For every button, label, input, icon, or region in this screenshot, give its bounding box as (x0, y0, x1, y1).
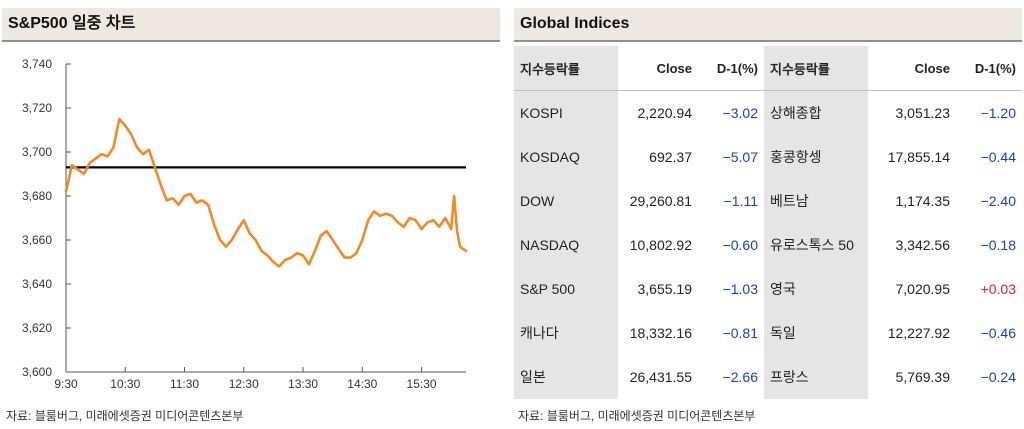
header-close-left: Close (618, 46, 698, 91)
index-change: −0.24 (980, 369, 1016, 385)
index-name: KOSPI (514, 90, 618, 135)
index-close: 18,332.16 (629, 325, 692, 341)
index-close: 7,020.95 (895, 281, 951, 297)
index-change: −1.20 (980, 105, 1016, 121)
index-close: 2,220.94 (637, 105, 693, 121)
y-tick-label: 3,620 (22, 321, 52, 335)
global-indices-table: 지수등락률 Close D-1(%) 지수등락률 Close D-1(%) KO… (514, 46, 1022, 399)
index-name: 영국 (764, 267, 868, 311)
index-change: −2.66 (722, 369, 758, 385)
index-close: 17,855.14 (887, 149, 950, 165)
y-tick-label: 3,660 (22, 233, 52, 247)
y-tick-label: 3,640 (22, 277, 52, 291)
index-change: −0.81 (722, 325, 758, 341)
index-change: −0.44 (980, 149, 1016, 165)
y-tick-label: 3,680 (22, 189, 52, 203)
x-tick-label: 12:30 (229, 377, 259, 391)
x-tick-label: 14:30 (347, 377, 377, 391)
global-indices-table-wrap: 지수등락률 Close D-1(%) 지수등락률 Close D-1(%) KO… (514, 46, 1022, 404)
index-name: 일본 (514, 355, 618, 399)
sp500-intraday-chart: 3,740 3,720 3,700 3,680 3,660 3,640 3,620 3,600… (22, 57, 468, 391)
index-close: 1,174.35 (895, 193, 951, 209)
chart-source-note: 자료: 블룸버그, 미래에셋증권 미디어콘텐츠본부 (6, 409, 244, 423)
index-close: 10,802.92 (629, 237, 692, 253)
indices-source-note: 자료: 블룸버그, 미래에셋증권 미디어콘텐츠본부 (518, 409, 756, 423)
index-name: NASDAQ (514, 223, 618, 267)
table-row: DOW 29,260.81 −1.11 베트남 1,174.35 −2.40 (514, 179, 1022, 223)
x-tick-label: 11:30 (170, 377, 199, 391)
y-tick-label: 3,740 (22, 57, 52, 71)
x-tick-label: 10:30 (110, 377, 140, 391)
table-row: KOSPI 2,220.94 −3.02 상해종합 3,051.23 −1.20 (514, 90, 1022, 135)
indices-title: Global Indices (514, 8, 1022, 42)
index-close: 5,769.39 (895, 369, 951, 385)
header-change-right: D-1(%) (956, 46, 1022, 91)
index-name: 상해종합 (764, 90, 868, 135)
y-axis: 3,740 3,720 3,700 3,680 3,660 3,640 3,620 3,600 (22, 57, 71, 379)
table-row: 캐나다 18,332.16 −0.81 독일 12,227.92 −0.46 (514, 311, 1022, 355)
y-tick-label: 3,700 (22, 145, 52, 159)
index-close: 3,051.23 (895, 105, 951, 121)
sp500-price-line (64, 117, 468, 268)
table-row: 일본 26,431.55 −2.66 프랑스 5,769.39 −0.24 (514, 355, 1022, 399)
index-name: 프랑스 (764, 355, 868, 399)
index-change: −2.40 (980, 193, 1016, 209)
index-change: +0.03 (980, 281, 1016, 297)
index-close: 29,260.81 (629, 193, 692, 209)
x-axis: 9:30 10:30 11:30 12:30 13:30 14:30 15:30 (54, 367, 466, 391)
index-name: KOSDAQ (514, 135, 618, 179)
index-close: 26,431.55 (629, 369, 692, 385)
price-line-group (64, 117, 468, 268)
index-change: −1.03 (722, 281, 758, 297)
index-name: 캐나다 (514, 311, 618, 355)
header-close-right: Close (868, 46, 956, 91)
index-change: −0.18 (980, 237, 1016, 253)
y-tick-label: 3,720 (22, 101, 52, 115)
index-change: −5.07 (722, 149, 758, 165)
x-tick-label: 15:30 (407, 377, 437, 391)
x-tick-label: 9:30 (54, 377, 78, 391)
index-close: 3,342.56 (895, 237, 951, 253)
table-header-row: 지수등락률 Close D-1(%) 지수등락률 Close D-1(%) (514, 46, 1022, 91)
index-change: −0.46 (980, 325, 1016, 341)
index-change: −1.11 (723, 193, 758, 209)
table-row: NASDAQ 10,802.92 −0.60 유로스톡스 50 3,342.56… (514, 223, 1022, 267)
index-name: 독일 (764, 311, 868, 355)
index-close: 692.37 (649, 149, 692, 165)
header-name-left: 지수등락률 (514, 46, 618, 91)
x-tick-label: 13:30 (288, 377, 318, 391)
header-name-right: 지수등락률 (764, 46, 868, 91)
index-name: 홍콩항셍 (764, 135, 868, 179)
index-close: 12,227.92 (887, 325, 950, 341)
index-name: 베트남 (764, 179, 868, 223)
y-tick-label: 3,600 (22, 365, 52, 379)
index-name: 유로스톡스 50 (764, 223, 868, 267)
table-row: S&P 500 3,655.19 −1.03 영국 7,020.95 +0.03 (514, 267, 1022, 311)
index-name: DOW (514, 179, 618, 223)
index-change: −0.60 (722, 237, 758, 253)
index-change: −3.02 (722, 105, 758, 121)
table-row: KOSDAQ 692.37 −5.07 홍콩항셍 17,855.14 −0.44 (514, 135, 1022, 179)
header-change-left: D-1(%) (698, 46, 764, 91)
chart-title: S&P500 일중 차트 (2, 8, 500, 42)
index-name: S&P 500 (514, 267, 618, 311)
index-close: 3,655.19 (637, 281, 693, 297)
